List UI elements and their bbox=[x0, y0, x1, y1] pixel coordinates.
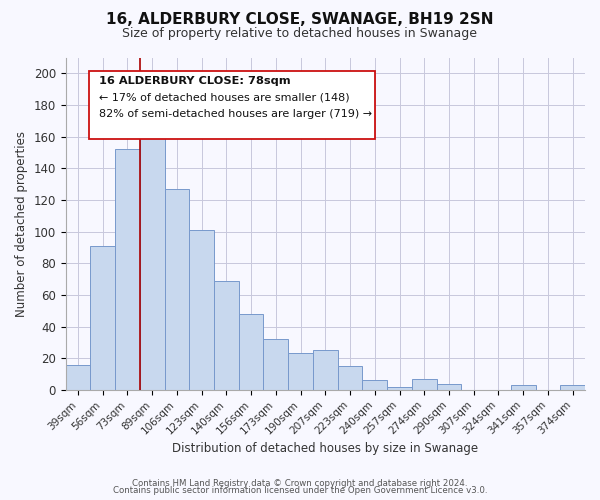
Text: 82% of semi-detached houses are larger (719) →: 82% of semi-detached houses are larger (… bbox=[100, 109, 373, 119]
Text: 16, ALDERBURY CLOSE, SWANAGE, BH19 2SN: 16, ALDERBURY CLOSE, SWANAGE, BH19 2SN bbox=[106, 12, 494, 28]
Bar bbox=[313, 350, 338, 390]
Bar bbox=[115, 150, 140, 390]
Text: Contains public sector information licensed under the Open Government Licence v3: Contains public sector information licen… bbox=[113, 486, 487, 495]
Bar bbox=[214, 280, 239, 390]
Y-axis label: Number of detached properties: Number of detached properties bbox=[15, 130, 28, 316]
Bar bbox=[387, 386, 412, 390]
Bar bbox=[412, 379, 437, 390]
Text: Contains HM Land Registry data © Crown copyright and database right 2024.: Contains HM Land Registry data © Crown c… bbox=[132, 478, 468, 488]
FancyBboxPatch shape bbox=[89, 71, 374, 139]
Bar bbox=[288, 354, 313, 390]
X-axis label: Distribution of detached houses by size in Swanage: Distribution of detached houses by size … bbox=[172, 442, 478, 455]
Bar bbox=[437, 384, 461, 390]
Bar bbox=[263, 339, 288, 390]
Bar bbox=[560, 385, 585, 390]
Text: ← 17% of detached houses are smaller (148): ← 17% of detached houses are smaller (14… bbox=[100, 92, 350, 102]
Bar bbox=[511, 385, 536, 390]
Bar bbox=[362, 380, 387, 390]
Bar bbox=[65, 364, 91, 390]
Bar bbox=[239, 314, 263, 390]
Text: Size of property relative to detached houses in Swanage: Size of property relative to detached ho… bbox=[122, 28, 478, 40]
Bar bbox=[190, 230, 214, 390]
Bar bbox=[338, 366, 362, 390]
Text: 16 ALDERBURY CLOSE: 78sqm: 16 ALDERBURY CLOSE: 78sqm bbox=[100, 76, 291, 86]
Bar bbox=[164, 189, 190, 390]
Bar bbox=[91, 246, 115, 390]
Bar bbox=[140, 128, 164, 390]
